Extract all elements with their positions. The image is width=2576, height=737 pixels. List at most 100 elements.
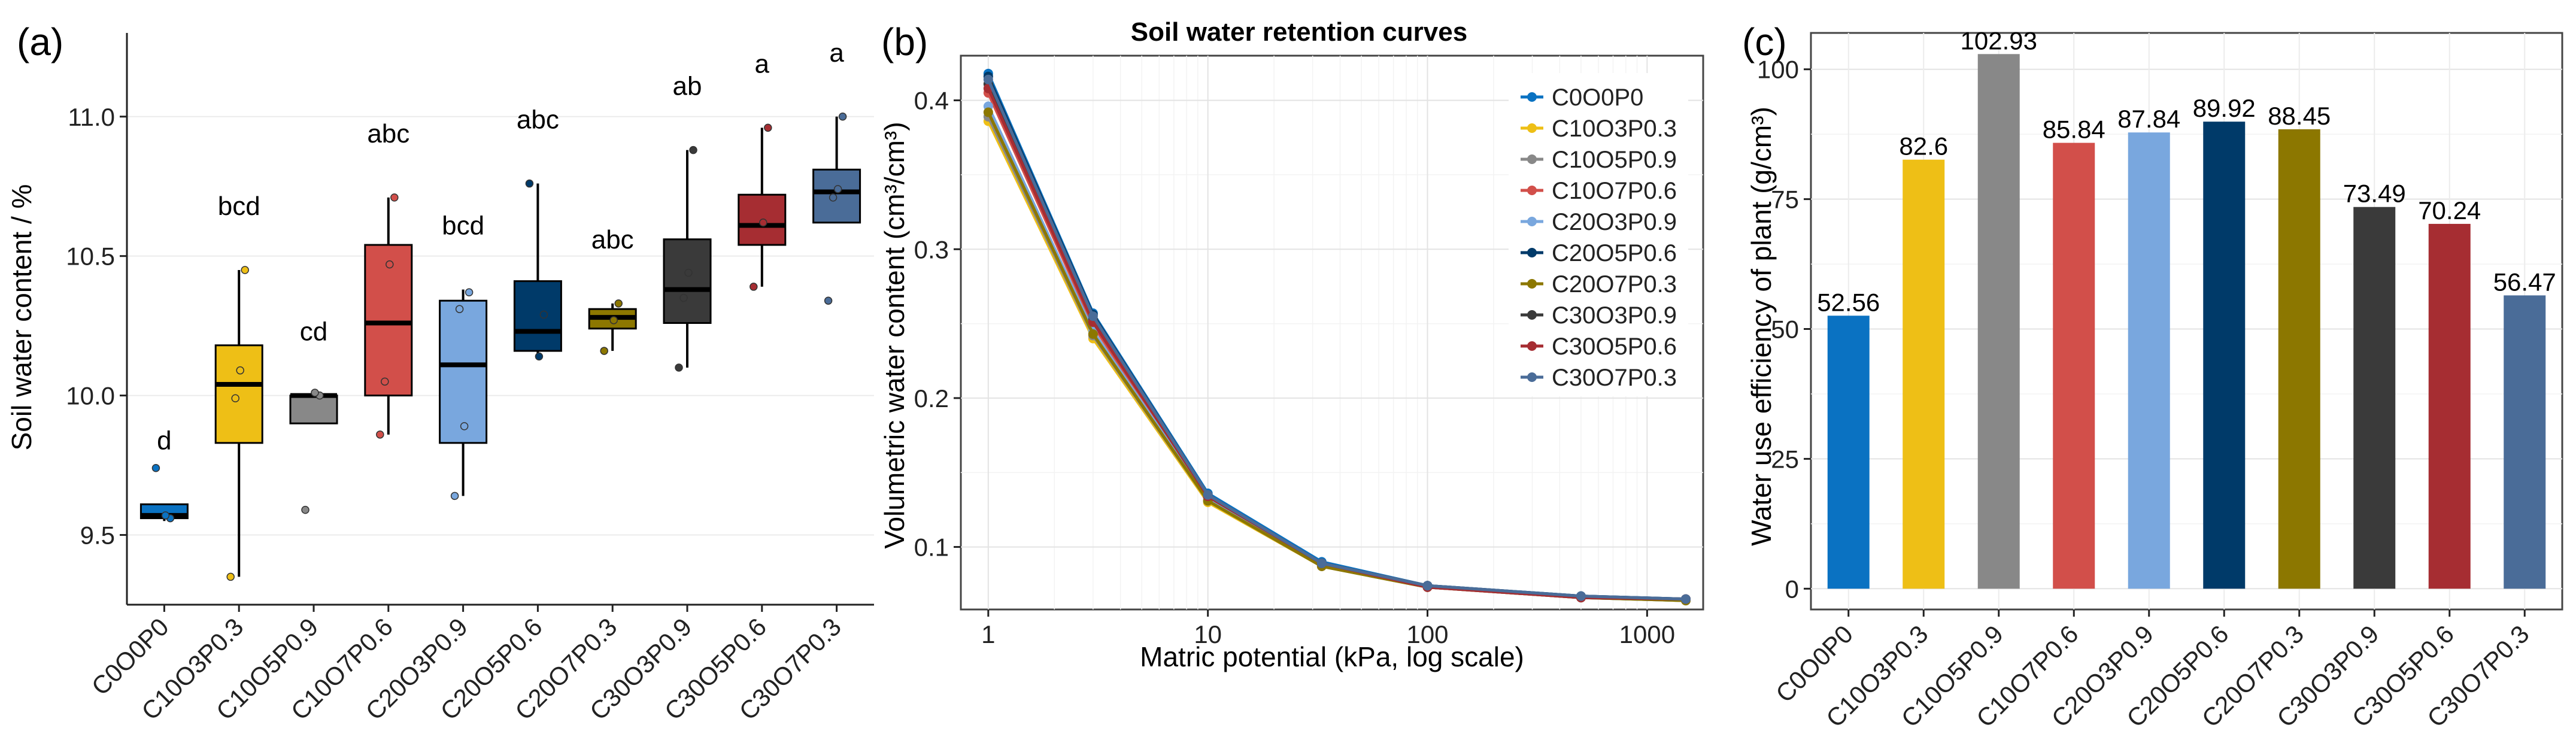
bar (2128, 132, 2170, 589)
box-data-point (161, 511, 170, 520)
panel-a-y-tick-label: 9.5 (80, 521, 115, 550)
box-data-point (679, 293, 688, 302)
legend-item: C20O7P0.3 (1521, 271, 1677, 298)
panel-b-y-tick-label: 0.1 (914, 533, 949, 562)
significance-letter: abc (367, 119, 409, 148)
series-point (1203, 490, 1213, 500)
legend-swatch-point (1527, 92, 1537, 102)
box-data-point (301, 505, 310, 514)
box-iqr (364, 244, 413, 397)
box-data-point (684, 268, 693, 277)
box-data-point (750, 283, 758, 291)
box-iqr (289, 395, 338, 424)
panel-a-box-plot: (a) 9.5 10.0 10.5 11.0 C0O0P0C10O3P0.3C10O5… (6, 20, 874, 726)
bar-value-label: 85.84 (2043, 116, 2105, 144)
panel-label-b: (b) (881, 20, 928, 63)
panel-b-y-tick-label: 0.2 (914, 384, 949, 413)
box-C0O0P0: d (139, 426, 189, 523)
box-data-point (539, 310, 548, 319)
legend-item: C10O7P0.6 (1521, 178, 1677, 204)
box-C30O7P0.3: a (812, 38, 861, 305)
legend-swatch-point (1527, 279, 1537, 289)
box-C20O3P0.9: bcd (439, 211, 488, 501)
box-data-point (535, 352, 544, 361)
panel-b-series (983, 68, 1691, 606)
bar-C10O3P0.3: 82.6 (1899, 132, 1948, 589)
bar (2203, 122, 2246, 589)
box-C30O3P0.9: ab (663, 72, 712, 372)
box-data-point (376, 430, 384, 439)
box-iqr (663, 238, 712, 324)
box-data-point (455, 305, 464, 313)
legend-item: C20O3P0.9 (1521, 209, 1677, 235)
legend-swatch-point (1527, 341, 1537, 351)
box-data-point (759, 219, 767, 227)
significance-letter: d (157, 426, 171, 455)
box-data-point (241, 266, 249, 274)
panel-b-x-tick-label: 1 (981, 620, 995, 648)
box-iqr (439, 299, 488, 444)
box-data-point (381, 377, 389, 386)
legend-swatch-point (1527, 372, 1537, 382)
bar-value-label: 87.84 (2117, 105, 2180, 133)
box-data-point (386, 260, 394, 269)
bar-value-label: 52.56 (1817, 288, 1880, 316)
legend-swatch-point (1527, 248, 1537, 257)
bar-C30O3P0.9: 73.49 (2343, 180, 2406, 589)
panel-b-x-ticks: 1 10 100 1000 (981, 609, 1675, 648)
legend-label: C10O7P0.6 (1552, 178, 1677, 204)
panel-a-y-tick-label: 10.5 (66, 242, 115, 271)
box-data-point (838, 113, 847, 121)
bar-value-label: 70.24 (2418, 196, 2481, 225)
box-data-point (824, 296, 833, 305)
legend-swatch-point (1527, 123, 1537, 133)
box-data-point (450, 492, 459, 501)
box-C20O5P0.6: abc (513, 105, 562, 361)
legend-label: C30O3P0.9 (1552, 302, 1677, 329)
panel-c-y-tick-label: 25 (1771, 445, 1799, 473)
legend-item: C30O3P0.9 (1521, 302, 1677, 329)
panel-b-x-tick-label: 1000 (1619, 620, 1675, 648)
series-point (1680, 594, 1691, 604)
box-data-point (465, 288, 474, 296)
box-data-point (829, 193, 838, 202)
box-iqr (214, 344, 263, 444)
panel-a-axes (126, 33, 874, 606)
legend-swatch-point (1527, 186, 1537, 195)
legend-swatch-point (1527, 217, 1537, 226)
panel-b-line-chart: (b) Soil water retention curves 0.10.20.… (879, 17, 1704, 672)
box-C10O3P0.3: bcd (214, 192, 263, 581)
box-C30O5P0.6: a (738, 49, 787, 291)
panel-c-x-ticks: C0O0P0C10O3P0.3C10O5P0.9C10O7P0.6C20O3P0… (1770, 609, 2535, 733)
box-data-point (460, 422, 469, 430)
bar (2278, 129, 2320, 589)
panel-label-a: (a) (17, 20, 63, 63)
significance-letter: abc (517, 105, 559, 135)
panel-b-x-tick-label: 100 (1406, 620, 1448, 648)
box-data-point (236, 366, 244, 375)
bar-value-label: 102.93 (1961, 26, 2037, 54)
legend-item: C10O5P0.9 (1521, 147, 1677, 173)
box-data-point (764, 123, 772, 132)
panel-a-y-axis-label: Soil water content / % (6, 184, 37, 451)
legend-item: C20O5P0.6 (1521, 240, 1677, 266)
bar (1827, 316, 1870, 589)
bar (1977, 54, 2020, 589)
bar (1903, 159, 1945, 589)
box-data-point (151, 463, 160, 472)
panel-c-y-axis-label: Water use efficiency of plant (g/cm³) (1746, 107, 1777, 546)
series-point (1422, 581, 1433, 591)
significance-letter: a (829, 38, 844, 68)
bar-value-label: 88.45 (2268, 102, 2331, 130)
significance-letter: a (755, 49, 770, 78)
panel-c-y-tick-label: 100 (1757, 56, 1799, 84)
bar-C30O5P0.6: 70.24 (2418, 196, 2481, 589)
box-data-point (231, 394, 239, 403)
significance-letter: ab (673, 72, 702, 101)
legend-label: C10O3P0.3 (1552, 116, 1677, 142)
box-data-point (614, 299, 623, 308)
panel-a-y-tick-label: 10.0 (66, 382, 115, 410)
legend-swatch-point (1527, 310, 1537, 320)
legend-label: C10O5P0.9 (1552, 147, 1677, 173)
